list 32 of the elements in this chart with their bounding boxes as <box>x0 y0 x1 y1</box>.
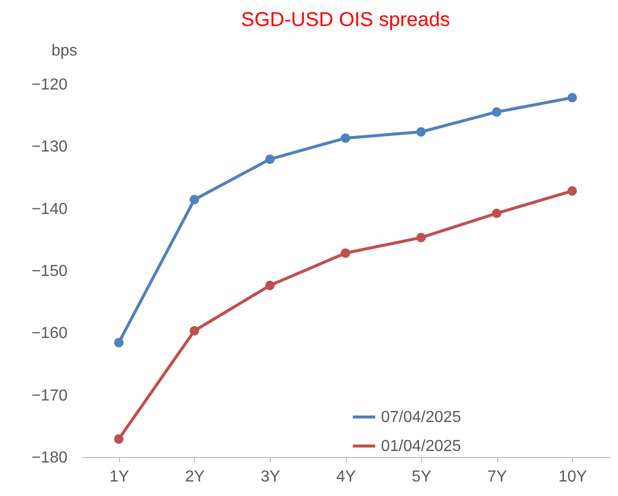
y-tick-label: −150 <box>31 263 68 280</box>
point <box>114 338 124 348</box>
point <box>340 133 350 143</box>
point <box>190 326 200 336</box>
x-tick-label: 5Y <box>412 468 432 486</box>
point <box>265 154 275 164</box>
y-axis-title: bps <box>52 42 78 60</box>
legend-label: 07/04/2025 <box>381 409 462 426</box>
y-tick-label: −180 <box>31 450 68 466</box>
point <box>190 194 200 204</box>
x-tick-label: 7Y <box>487 468 508 486</box>
point <box>416 232 426 242</box>
legend-label: 01/04/2025 <box>381 438 462 455</box>
point <box>492 208 502 218</box>
x-tick-label: 4Y <box>336 468 356 486</box>
y-tick-label: −140 <box>31 200 68 218</box>
point <box>340 248 350 258</box>
point <box>416 127 426 137</box>
point <box>265 280 275 290</box>
point <box>492 107 502 117</box>
x-tick-label: 3Y <box>260 468 281 486</box>
y-tick-label: −130 <box>31 138 68 156</box>
point <box>567 92 577 102</box>
point <box>114 434 124 444</box>
x-tick-label: 10Y <box>558 468 588 486</box>
point <box>567 186 577 196</box>
x-tick-label: 1Y <box>109 468 130 486</box>
x-tick-label: 2Y <box>185 468 205 486</box>
y-tick-label: −120 <box>31 76 68 94</box>
y-tick-label: −160 <box>31 325 68 342</box>
y-tick-label: −170 <box>31 387 68 404</box>
chart-title: SGD-USD OIS spreads <box>241 9 450 31</box>
